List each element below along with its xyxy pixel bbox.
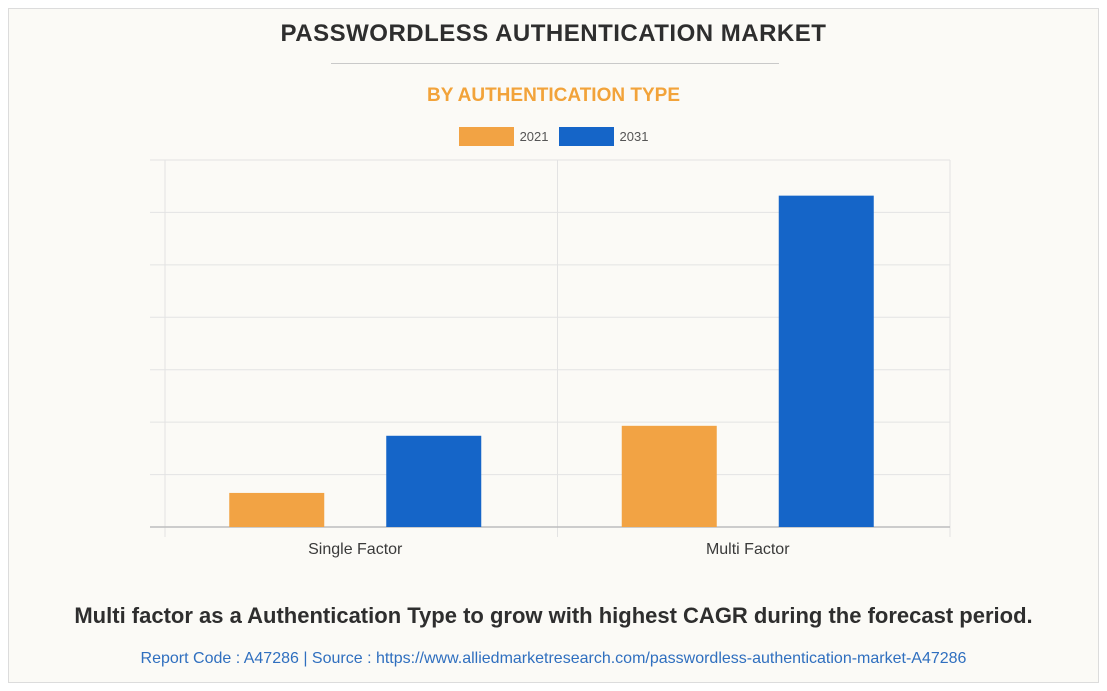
bar-2031-multi-factor[interactable] [778, 195, 874, 527]
chart-subtitle: BY AUTHENTICATION TYPE [427, 85, 680, 106]
chart-legend: 2021 2031 [0, 127, 1107, 146]
legend-swatch-2021 [458, 127, 514, 146]
bar-2031-single-factor[interactable] [386, 435, 482, 527]
bar-2021-multi-factor[interactable] [621, 425, 717, 527]
legend-label-2021: 2021 [519, 129, 549, 144]
legend-item-2031[interactable]: 2031 [558, 127, 649, 146]
x-tick-label: Single Factor [308, 541, 403, 558]
x-tick-label: Multi Factor [706, 541, 790, 558]
bar-2021-single-factor[interactable] [229, 492, 325, 527]
legend-swatch-2031 [558, 127, 614, 146]
title-divider [331, 63, 779, 64]
source-line[interactable]: Report Code : A47286 | Source : https://… [140, 650, 967, 667]
legend-item-2021[interactable]: 2021 [458, 127, 549, 146]
chart-title: PASSWORDLESS AUTHENTICATION MARKET [280, 20, 827, 47]
legend-label-2031: 2031 [619, 129, 649, 144]
chart-caption: Multi factor as a Authentication Type to… [74, 603, 1033, 628]
chart-card [8, 8, 1099, 683]
